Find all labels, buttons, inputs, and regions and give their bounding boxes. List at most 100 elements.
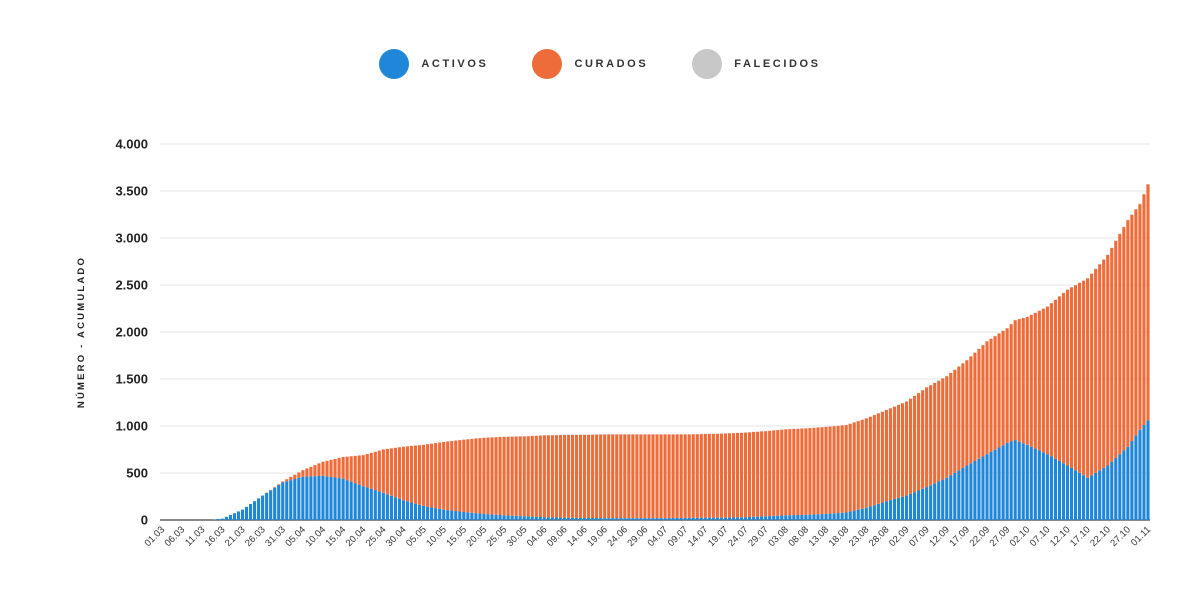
bar-curados bbox=[341, 457, 345, 479]
bar-curados bbox=[957, 366, 961, 471]
bar-activos bbox=[1005, 442, 1009, 520]
bar-curados bbox=[289, 476, 293, 481]
bar-activos bbox=[216, 519, 220, 520]
bar-activos bbox=[490, 514, 494, 520]
bar-activos bbox=[675, 518, 679, 520]
legend-item-activos[interactable]: ACTIVOS bbox=[379, 49, 488, 79]
legend-item-curados[interactable]: CURADOS bbox=[532, 49, 648, 79]
bar-curados bbox=[1001, 330, 1005, 446]
bar-activos bbox=[941, 479, 945, 520]
bar-curados bbox=[804, 428, 808, 515]
bar-curados bbox=[1017, 319, 1021, 442]
bar-activos bbox=[876, 503, 880, 520]
bar-activos bbox=[458, 511, 462, 520]
bar-activos bbox=[848, 511, 852, 520]
legend-item-falecidos[interactable]: FALECIDOS bbox=[692, 49, 820, 79]
x-tick-label: 27.10 bbox=[1108, 524, 1133, 549]
bar-curados bbox=[925, 387, 929, 488]
bar-activos bbox=[277, 485, 281, 520]
bar-activos bbox=[397, 498, 402, 520]
y-tick-label: 1.500 bbox=[115, 372, 148, 387]
bar-curados bbox=[1090, 273, 1094, 476]
bar-curados bbox=[619, 434, 623, 519]
bar-activos bbox=[663, 518, 667, 520]
bar-curados bbox=[349, 456, 353, 482]
bar-activos bbox=[583, 517, 587, 520]
bar-activos bbox=[591, 518, 595, 520]
bar-activos bbox=[1114, 457, 1118, 520]
bar-activos bbox=[643, 518, 647, 520]
bar-curados bbox=[450, 441, 454, 511]
bar-activos bbox=[595, 518, 599, 520]
bar-activos bbox=[1017, 441, 1021, 520]
bar-curados bbox=[1057, 296, 1062, 461]
x-tick-label: 29.07 bbox=[746, 524, 771, 549]
bar-curados bbox=[852, 422, 856, 511]
bar-curados bbox=[820, 427, 824, 515]
bar-curados bbox=[389, 448, 393, 496]
bar-curados bbox=[361, 455, 365, 487]
bar-activos bbox=[1069, 467, 1074, 520]
bar-curados bbox=[997, 333, 1001, 448]
x-tick-label: 04.07 bbox=[646, 524, 671, 549]
bar-activos bbox=[615, 518, 619, 520]
bar-activos bbox=[1098, 470, 1102, 520]
bar-curados bbox=[578, 434, 583, 518]
bar-activos bbox=[385, 494, 389, 520]
bar-activos bbox=[864, 507, 868, 520]
bar-curados bbox=[872, 415, 876, 506]
bar-curados bbox=[490, 437, 494, 515]
bar-curados bbox=[373, 451, 377, 491]
bar-curados bbox=[558, 435, 562, 518]
bar-activos bbox=[908, 493, 913, 520]
bar-curados bbox=[418, 445, 422, 505]
bar-curados bbox=[1106, 254, 1110, 466]
bar-activos bbox=[285, 481, 289, 520]
bar-activos bbox=[393, 497, 397, 520]
bar-curados bbox=[1021, 318, 1025, 444]
bar-activos bbox=[269, 490, 273, 520]
bar-activos bbox=[446, 510, 450, 520]
bar-curados bbox=[381, 449, 385, 493]
bar-activos bbox=[546, 517, 550, 520]
bar-curados bbox=[748, 432, 752, 517]
bar-curados bbox=[1037, 310, 1041, 451]
bar-curados bbox=[792, 428, 796, 516]
bar-activos bbox=[273, 487, 277, 520]
bar-activos bbox=[413, 503, 418, 520]
bar-curados bbox=[337, 457, 341, 479]
bar-curados bbox=[840, 425, 844, 513]
bar-curados bbox=[892, 406, 897, 499]
x-tick-label: 02.10 bbox=[1008, 524, 1033, 549]
bar-activos bbox=[788, 515, 792, 520]
bar-activos bbox=[784, 515, 788, 520]
bar-activos bbox=[921, 488, 925, 520]
bar-activos bbox=[965, 465, 969, 520]
x-tick-label: 22.10 bbox=[1088, 524, 1113, 549]
bar-curados bbox=[908, 398, 913, 494]
y-axis-ticks: 0 500 1.000 1.500 2.000 2.500 3.000 3.500 4.000 bbox=[115, 137, 148, 528]
bar-curados bbox=[784, 429, 788, 516]
bar-activos bbox=[840, 512, 844, 520]
bar-activos bbox=[603, 518, 607, 520]
bar-curados bbox=[554, 435, 558, 518]
x-tick-label: 22.09 bbox=[968, 524, 993, 549]
x-tick-label: 24.06 bbox=[605, 524, 630, 549]
bar-activos bbox=[953, 472, 957, 520]
bar-curados bbox=[856, 421, 860, 510]
bar-activos bbox=[868, 506, 872, 520]
grid-lines bbox=[160, 143, 1150, 521]
y-tick-label: 500 bbox=[126, 466, 148, 481]
bar-curados bbox=[1041, 308, 1045, 453]
bar-activos bbox=[735, 517, 740, 520]
bar-activos bbox=[824, 513, 828, 520]
bar-activos bbox=[313, 476, 317, 520]
bar-activos bbox=[925, 487, 929, 520]
bar-curados bbox=[756, 431, 760, 517]
bar-activos bbox=[933, 483, 937, 520]
bar-curados bbox=[993, 336, 997, 450]
bar-curados bbox=[587, 434, 591, 518]
x-tick-label: 05.05 bbox=[404, 524, 429, 549]
bar-curados bbox=[514, 436, 518, 516]
bar-curados bbox=[659, 434, 663, 519]
